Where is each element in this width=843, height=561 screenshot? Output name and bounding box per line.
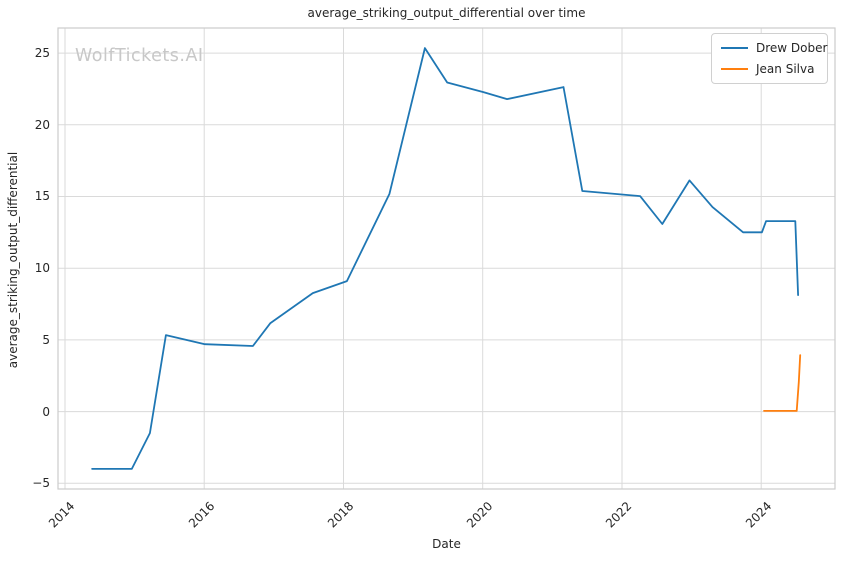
legend-line-swatch: [721, 47, 748, 49]
series-line-1: [763, 354, 802, 412]
y-tick-label: 20: [34, 117, 50, 132]
legend-item: Jean Silva: [721, 62, 818, 76]
y-tick-label: 0: [42, 404, 50, 419]
legend: Drew Dober Jean Silva: [711, 33, 828, 84]
y-tick-label: 25: [34, 46, 50, 61]
axes-frame: [57, 27, 836, 490]
legend-label: Jean Silva: [756, 62, 815, 76]
y-tick-label: 15: [34, 189, 50, 204]
y-tick-label: 5: [42, 332, 50, 347]
legend-line-swatch: [721, 68, 748, 70]
legend-label: Drew Dober: [756, 41, 828, 55]
watermark: WolfTickets.AI: [75, 46, 204, 66]
legend-item: Drew Dober: [721, 41, 827, 55]
series-line-0: [91, 47, 799, 470]
y-tick-label: −5: [32, 476, 50, 491]
y-tick-label: 10: [34, 261, 50, 276]
x-axis-label: Date: [432, 537, 461, 551]
chart-title: average_striking_output_differential ove…: [307, 6, 586, 20]
